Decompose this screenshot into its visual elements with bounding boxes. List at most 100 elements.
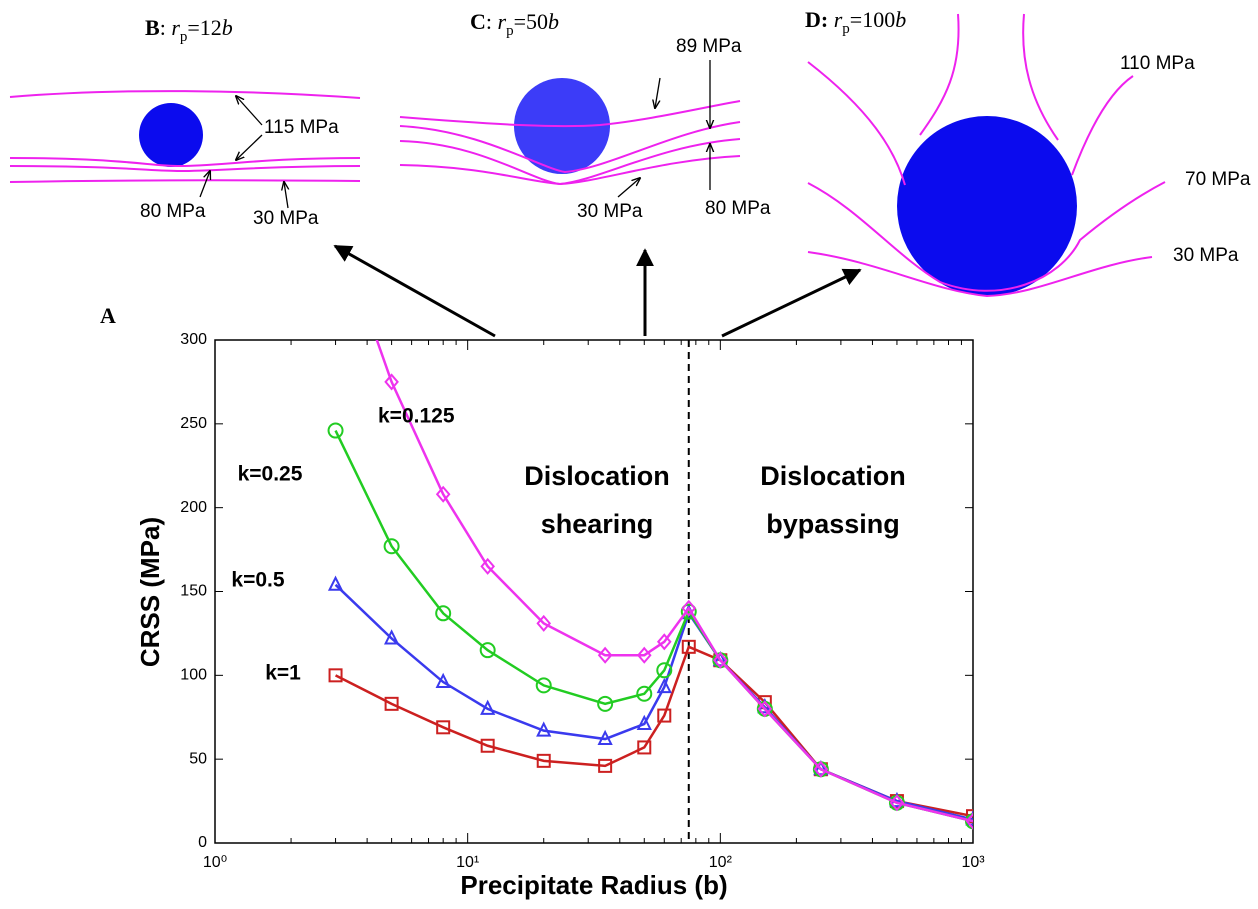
y-tick-label: 250 (180, 415, 207, 432)
marker (536, 721, 552, 737)
marker (597, 695, 614, 712)
title-part: r (498, 9, 507, 34)
marker (383, 629, 400, 645)
dislocation-line (919, 13, 960, 136)
marker (327, 422, 344, 439)
marker (656, 633, 672, 651)
marker (637, 740, 652, 755)
dislocation-line (807, 181, 1166, 292)
marker (636, 646, 652, 664)
panel-b: B: rp=12b 115 MPa 80 MPa 30 MPa (9, 15, 361, 229)
title-part: r (171, 15, 180, 40)
dislocation-line (9, 90, 361, 99)
marker (436, 720, 451, 735)
title-part: b (222, 15, 233, 40)
pointer (199, 171, 210, 198)
regime-label: shearing (541, 509, 654, 539)
marker (330, 216, 342, 230)
marker (328, 668, 343, 683)
dislocation-line (1071, 75, 1134, 176)
marker (889, 794, 905, 812)
marker (384, 373, 399, 391)
stress-label: 115 MPa (264, 117, 339, 138)
marker (480, 738, 495, 753)
y-tick-label: 0 (198, 834, 207, 851)
title-part: : (486, 9, 498, 34)
series-label: k=0.125 (378, 405, 455, 428)
title-part: b (548, 9, 559, 34)
x-axis-label: Precipitate Radius (b) (460, 870, 727, 900)
series-label: k=0.25 (238, 463, 303, 486)
stress-label: 110 MPa (1120, 53, 1195, 74)
panel-title: C: rp=50b (470, 9, 559, 39)
marker (383, 538, 400, 555)
y-tick-label: 100 (180, 667, 207, 684)
marker (813, 759, 829, 776)
series-line (375, 340, 973, 823)
x-tick-label: 10² (709, 854, 733, 871)
title-part: =12 (187, 15, 221, 40)
series-label: k=0.5 (231, 569, 284, 592)
marker (656, 677, 672, 694)
dislocation-line (9, 179, 361, 183)
stress-label: 30 MPa (253, 208, 319, 229)
marker (535, 677, 552, 694)
marker (598, 758, 613, 773)
pointer (284, 182, 288, 209)
regime-label: bypassing (766, 509, 900, 539)
marker (813, 760, 829, 778)
title-part: p (506, 23, 514, 39)
title-part: B (145, 15, 160, 40)
marker (757, 700, 773, 718)
stress-label: 70 MPa (1185, 169, 1251, 190)
marker (680, 603, 697, 620)
plot-frame (214, 339, 974, 844)
y-tick-label: 50 (189, 750, 207, 767)
panel-label: A (100, 303, 116, 328)
dislocation-line (9, 165, 361, 173)
marker (536, 614, 552, 632)
marker (536, 753, 551, 768)
y-tick-label: 300 (180, 331, 207, 348)
title-part: C (470, 9, 486, 34)
dislocation-line (399, 155, 741, 186)
y-axis-label: CRSS (MPa) (135, 517, 165, 667)
panel-c: C: rp=50b 89 MPa 30 MPa 80 MPa (399, 9, 771, 222)
arrow (333, 244, 496, 338)
title-part: =100 (850, 7, 895, 32)
dislocation-line (399, 121, 741, 174)
pointer (236, 134, 263, 160)
stress-label: 80 MPa (705, 198, 771, 219)
dislocation-line (807, 61, 906, 186)
marker (636, 685, 653, 702)
title-part: p (180, 29, 188, 45)
stress-label: 89 MPa (676, 36, 742, 57)
arrow (721, 268, 862, 338)
marker (480, 699, 496, 715)
panel-title: D: rp=100b (805, 7, 906, 37)
x-tick-label: 10³ (961, 854, 985, 871)
stress-label: 80 MPa (140, 201, 206, 222)
dislocation-line (807, 251, 1153, 298)
series-line (334, 583, 973, 821)
marker (597, 646, 613, 664)
series-label: k=1 (265, 662, 301, 685)
marker (327, 575, 344, 591)
x-tick-label: 10⁰ (203, 854, 227, 871)
precipitate (139, 103, 203, 167)
y-tick-label: 200 (180, 499, 207, 516)
stress-label: 30 MPa (577, 201, 643, 222)
title-part: D: (805, 7, 828, 32)
y-tick-label: 150 (180, 583, 207, 600)
pointer (655, 77, 661, 108)
marker (657, 708, 672, 723)
title-part: b (895, 7, 906, 32)
title-part: r (834, 7, 843, 32)
pointer (236, 96, 263, 126)
marker (681, 639, 696, 654)
marker (965, 812, 973, 830)
dislocation-line (9, 157, 361, 168)
marker (636, 714, 652, 730)
marker (713, 651, 728, 669)
marker (480, 557, 495, 575)
